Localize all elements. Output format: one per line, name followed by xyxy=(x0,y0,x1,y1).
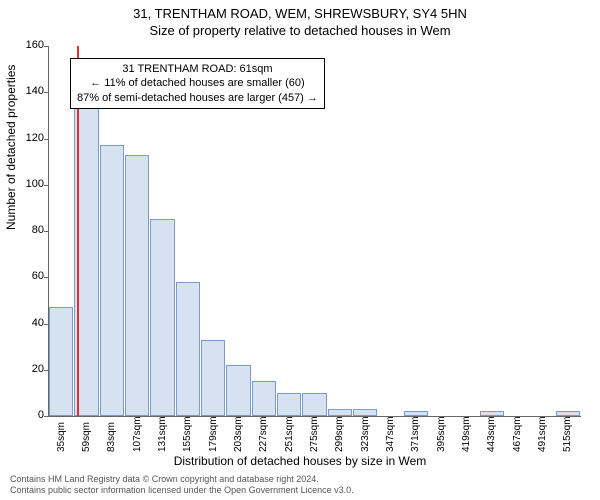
x-tick-label: 35sqm xyxy=(56,422,67,452)
x-tick-label: 443sqm xyxy=(486,416,497,452)
y-tick-label: 40 xyxy=(4,317,44,329)
x-tick-label: 323sqm xyxy=(360,416,371,452)
histogram-bar xyxy=(277,393,301,416)
x-tick-label: 131sqm xyxy=(157,416,168,452)
y-tick-label: 0 xyxy=(4,409,44,421)
x-tick-label: 491sqm xyxy=(537,416,548,452)
footer-line1: Contains HM Land Registry data © Crown c… xyxy=(10,474,354,485)
histogram-bar xyxy=(201,340,225,416)
annotation-box: 31 TRENTHAM ROAD: 61sqm ← 11% of detache… xyxy=(70,58,325,109)
x-tick-label: 83sqm xyxy=(106,422,117,452)
histogram-bar xyxy=(302,393,326,416)
footer-line2: Contains public sector information licen… xyxy=(10,485,354,496)
histogram-bar xyxy=(226,365,250,416)
x-tick-label: 107sqm xyxy=(132,416,143,452)
y-tick-label: 160 xyxy=(4,39,44,51)
y-tick-mark xyxy=(44,277,48,278)
x-tick-label: 467sqm xyxy=(512,416,523,452)
y-tick-mark xyxy=(44,324,48,325)
x-tick-label: 59sqm xyxy=(81,422,92,452)
annotation-line2: ← 11% of detached houses are smaller (60… xyxy=(77,76,318,90)
x-tick-label: 419sqm xyxy=(461,416,472,452)
histogram-bar xyxy=(252,381,276,416)
histogram-bar xyxy=(353,409,377,416)
y-tick-label: 120 xyxy=(4,132,44,144)
chart-title-address: 31, TRENTHAM ROAD, WEM, SHREWSBURY, SY4 … xyxy=(0,0,600,21)
y-tick-mark xyxy=(44,370,48,371)
x-tick-label: 515sqm xyxy=(562,416,573,452)
annotation-line3: 87% of semi-detached houses are larger (… xyxy=(77,91,318,105)
chart-title-sub: Size of property relative to detached ho… xyxy=(0,21,600,38)
y-tick-mark xyxy=(44,46,48,47)
y-tick-mark xyxy=(44,416,48,417)
histogram-bar xyxy=(176,282,200,416)
y-tick-label: 60 xyxy=(4,270,44,282)
histogram-bar xyxy=(480,411,504,416)
histogram-bar xyxy=(125,155,149,416)
histogram-bar xyxy=(404,411,428,416)
chart-container: 31, TRENTHAM ROAD, WEM, SHREWSBURY, SY4 … xyxy=(0,0,600,500)
y-tick-label: 80 xyxy=(4,224,44,236)
x-tick-label: 179sqm xyxy=(208,416,219,452)
annotation-line1: 31 TRENTHAM ROAD: 61sqm xyxy=(77,62,318,76)
histogram-bar xyxy=(49,307,73,416)
x-tick-label: 203sqm xyxy=(233,416,244,452)
y-tick-mark xyxy=(44,185,48,186)
y-tick-mark xyxy=(44,92,48,93)
y-tick-label: 140 xyxy=(4,85,44,97)
y-tick-mark xyxy=(44,231,48,232)
histogram-bar xyxy=(556,411,580,416)
x-tick-label: 155sqm xyxy=(182,416,193,452)
x-tick-label: 227sqm xyxy=(258,416,269,452)
x-tick-label: 251sqm xyxy=(284,416,295,452)
x-tick-label: 371sqm xyxy=(410,416,421,452)
x-tick-label: 299sqm xyxy=(334,416,345,452)
y-tick-label: 20 xyxy=(4,363,44,375)
x-tick-label: 395sqm xyxy=(436,416,447,452)
histogram-bar xyxy=(150,219,174,416)
x-axis-label: Distribution of detached houses by size … xyxy=(0,454,600,468)
histogram-bar xyxy=(100,145,124,416)
y-tick-label: 100 xyxy=(4,178,44,190)
x-tick-label: 275sqm xyxy=(309,416,320,452)
y-tick-mark xyxy=(44,139,48,140)
histogram-bar xyxy=(328,409,352,416)
x-tick-label: 347sqm xyxy=(385,416,396,452)
footer-attribution: Contains HM Land Registry data © Crown c… xyxy=(10,474,354,496)
